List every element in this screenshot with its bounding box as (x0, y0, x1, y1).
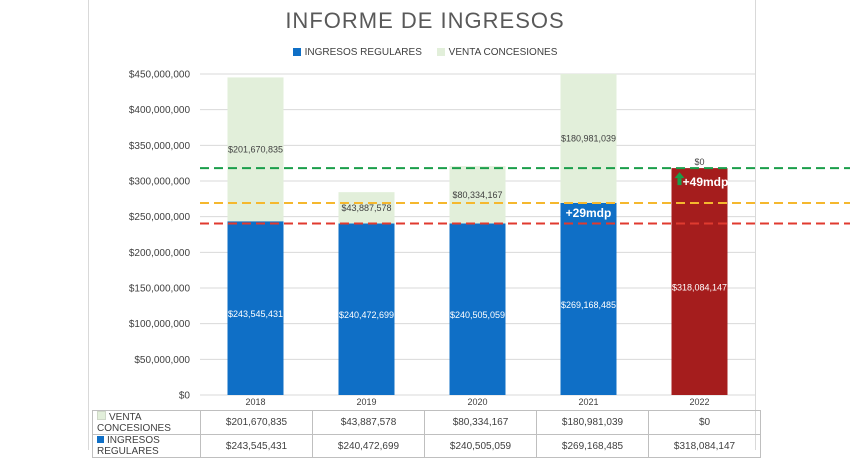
up-arrow-shaft (677, 178, 682, 186)
y-tick-label: $400,000,000 (129, 105, 191, 116)
y-tick-label: $450,000,000 (129, 70, 191, 81)
data-label-venta-concesiones: $80,334,167 (452, 190, 502, 200)
table-cell: $201,670,835 (200, 410, 313, 435)
table-cell: $80,334,167 (424, 410, 537, 435)
legend-item-ingresos-regulares: INGRESOS REGULARES (292, 47, 422, 58)
y-tick-label: $150,000,000 (129, 284, 191, 295)
y-tick-label: $0 (179, 391, 191, 402)
table-row-venta-concesiones: VENTA CONCESIONES $201,670,835 $43,887,5… (92, 410, 761, 435)
x-tick-label: 2021 (578, 397, 598, 407)
table-cell: $243,545,431 (200, 434, 313, 458)
data-label-venta-concesiones: $43,887,578 (341, 203, 391, 213)
table-cell: $180,981,039 (536, 410, 649, 435)
data-table: VENTA CONCESIONES $201,670,835 $43,887,5… (92, 410, 761, 458)
legend-label-venta-concesiones: VENTA CONCESIONES (448, 47, 558, 58)
bar-ingresos-regulares (671, 168, 728, 395)
y-tick-label: $200,000,000 (129, 248, 191, 259)
data-label-ingresos-regulares: $240,472,699 (339, 310, 394, 320)
legend-swatch-venta-concesiones (436, 48, 445, 56)
up-arrow-icon (674, 172, 685, 179)
table-row-label-text: VENTA CONCESIONES (97, 412, 171, 434)
data-label-ingresos-regulares: $240,505,059 (450, 310, 505, 320)
x-tick-label: 2019 (356, 397, 376, 407)
bar-chart-plot: $450,000,000 $400,000,000 $350,000,000 $300… (129, 70, 850, 407)
y-tick-label: $100,000,000 (129, 319, 191, 330)
bar-ingresos-regulares (560, 202, 617, 395)
x-tick-label: 2022 (689, 397, 709, 407)
table-swatch (97, 436, 104, 443)
bar-ingresos-regulares (227, 221, 284, 395)
annotation-label: +49mdp (683, 175, 729, 189)
legend-label-ingresos-regulares: INGRESOS REGULARES (304, 47, 422, 58)
chart-title: INFORME DE INGRESOS (285, 8, 565, 33)
data-label-ingresos-regulares: $318,084,147 (672, 283, 727, 293)
table-row-ingresos-regulares: INGRESOS REGULARES $243,545,431 $240,472… (92, 434, 761, 458)
legend-swatch-ingresos-regulares (292, 48, 301, 56)
x-tick-label: 2020 (467, 397, 487, 407)
x-tick-label: 2018 (245, 397, 265, 407)
bar-venta-concesiones (338, 192, 395, 224)
legend-item-venta-concesiones: VENTA CONCESIONES (436, 47, 558, 58)
table-swatch (97, 411, 106, 420)
table-cell: $43,887,578 (312, 410, 425, 435)
table-cell: $269,168,485 (536, 434, 649, 458)
bar-venta-concesiones (449, 166, 506, 224)
bar-ingresos-regulares (449, 223, 506, 395)
chart-frame (88, 0, 756, 450)
data-label-venta-concesiones: $0 (694, 157, 704, 167)
bar-ingresos-regulares (338, 223, 395, 395)
bar-venta-concesiones (560, 73, 617, 203)
table-cell: $0 (648, 410, 761, 435)
annotation-label: +29mdp (566, 206, 612, 220)
table-row-label-text: INGRESOS REGULARES (97, 435, 160, 457)
data-label-ingresos-regulares: $269,168,485 (561, 300, 616, 310)
y-tick-label: $50,000,000 (134, 355, 190, 366)
data-label-venta-concesiones: $180,981,039 (561, 133, 616, 143)
y-tick-label: $350,000,000 (129, 141, 191, 152)
y-tick-label: $250,000,000 (129, 212, 191, 223)
table-cell: $240,472,699 (312, 434, 425, 458)
table-cell: $240,505,059 (424, 434, 537, 458)
y-tick-label: $300,000,000 (129, 177, 191, 188)
table-row-label: INGRESOS REGULARES (92, 434, 201, 458)
table-cell: $318,084,147 (648, 434, 761, 458)
legend: INGRESOS REGULARES VENTA CONCESIONES (0, 47, 850, 58)
bar-venta-concesiones (227, 77, 284, 222)
data-label-venta-concesiones: $201,670,835 (228, 144, 283, 154)
data-label-ingresos-regulares: $243,545,431 (228, 309, 283, 319)
table-row-label: VENTA CONCESIONES (92, 410, 201, 435)
